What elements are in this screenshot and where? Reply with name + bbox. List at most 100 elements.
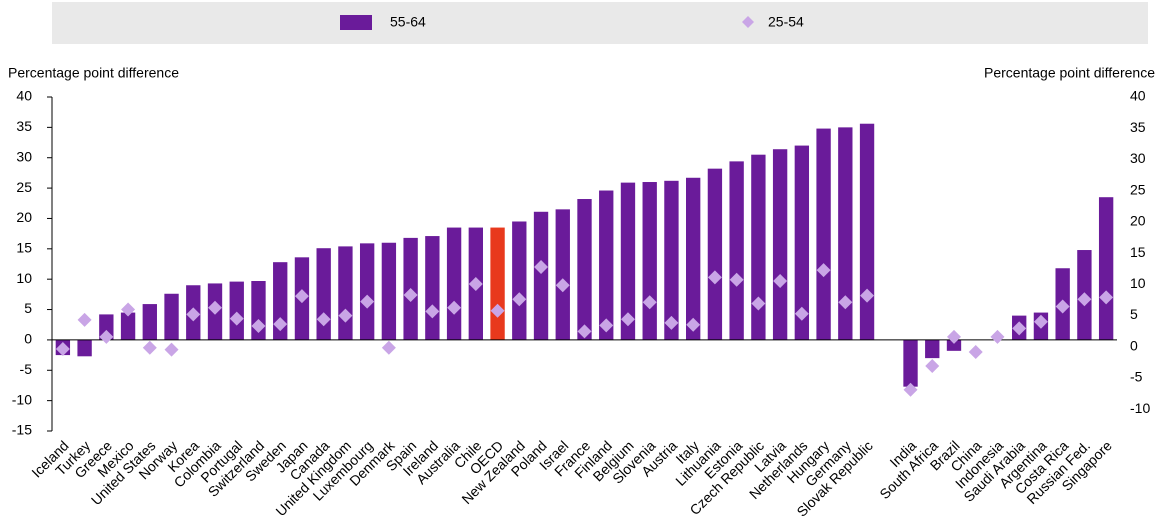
diamond-marker — [229, 311, 244, 326]
y2-tick-label: 10 — [1130, 275, 1146, 291]
legend-swatch — [742, 16, 754, 28]
bar — [707, 168, 723, 340]
y2-tick-label: 20 — [1130, 213, 1146, 229]
bar — [664, 180, 679, 340]
bar — [859, 123, 875, 340]
y-tick-label: 10 — [16, 270, 32, 286]
diamond-marker — [946, 329, 961, 344]
diamond-marker — [447, 300, 462, 315]
diamond-marker — [77, 312, 92, 327]
diamond-marker — [751, 296, 766, 311]
diamond-marker — [251, 318, 266, 333]
bar — [381, 242, 397, 340]
diamond-marker — [707, 270, 722, 285]
y-tick-label: 0 — [24, 331, 32, 347]
bar — [142, 304, 157, 340]
y-tick-label: 25 — [16, 179, 32, 195]
diamond-marker — [186, 307, 201, 322]
bar — [620, 182, 636, 340]
diamond-marker — [316, 312, 331, 327]
legend-label: 25-54 — [768, 14, 804, 30]
diamond-marker — [425, 304, 440, 319]
diamond-marker — [664, 315, 679, 330]
bar — [77, 339, 92, 357]
bar — [642, 182, 657, 340]
diamond-marker — [1012, 321, 1027, 336]
diamond-marker — [1055, 299, 1070, 314]
bar — [794, 145, 810, 340]
bar — [425, 236, 440, 340]
diamond-marker — [729, 272, 744, 287]
diamond-marker — [925, 359, 940, 374]
diamond-marker — [990, 329, 1005, 344]
bar — [1098, 197, 1114, 340]
legend-label: 55-64 — [390, 14, 426, 30]
diamond-marker — [164, 342, 179, 357]
bar — [164, 293, 179, 340]
y-tick-label: -15 — [12, 422, 32, 438]
diamond-marker — [620, 312, 635, 327]
y2-tick-label: 35 — [1130, 119, 1146, 135]
bar — [772, 149, 788, 340]
bar — [751, 154, 766, 340]
diamond-marker — [208, 300, 223, 315]
y2-tick-label: 30 — [1130, 150, 1146, 166]
bar — [686, 177, 701, 340]
y-tick-label: 15 — [16, 240, 32, 256]
diamond-marker — [599, 318, 614, 333]
diamond-marker — [686, 317, 701, 332]
diamond-marker — [1077, 292, 1092, 307]
bar — [533, 211, 549, 340]
diamond-marker — [773, 274, 788, 289]
y2-tick-label: 40 — [1130, 88, 1146, 104]
diamond-marker — [816, 263, 831, 278]
diamond-marker — [1099, 290, 1114, 305]
bar — [338, 246, 353, 340]
bar — [946, 339, 962, 351]
bar — [359, 243, 375, 340]
diamond-marker — [121, 302, 136, 317]
diamond-marker — [468, 277, 483, 292]
bar — [120, 312, 136, 340]
bar — [446, 227, 462, 340]
diamond-marker — [338, 308, 353, 323]
bar — [490, 227, 505, 340]
diamond-marker — [838, 295, 853, 310]
legend-box — [52, 2, 1148, 44]
bar — [816, 128, 831, 340]
diamond-marker — [360, 294, 375, 309]
diamond-marker — [534, 260, 549, 275]
diamond-marker — [294, 289, 309, 304]
bar — [599, 190, 614, 340]
y2-tick-label: -5 — [1130, 369, 1143, 385]
y2-tick-label: 0 — [1130, 337, 1138, 353]
y-tick-label: 30 — [16, 148, 32, 164]
diamond-marker — [381, 340, 396, 355]
diamond-marker — [577, 324, 592, 339]
y-tick-label: -5 — [20, 361, 33, 377]
diamond-marker — [273, 317, 288, 332]
bar — [925, 339, 940, 359]
y-tick-label: 35 — [16, 118, 32, 134]
y-tick-label: 20 — [16, 209, 32, 225]
bar — [555, 209, 570, 340]
bar — [838, 127, 853, 340]
diamond-marker — [512, 292, 527, 307]
bar — [577, 199, 592, 340]
diamond-marker — [142, 340, 157, 355]
diamond-marker — [860, 288, 875, 303]
diamond-marker — [642, 295, 657, 310]
y2-tick-label: -10 — [1130, 400, 1150, 416]
y2-axis-label: Percentage point difference — [984, 65, 1155, 81]
bar — [273, 262, 288, 340]
diamond-marker — [99, 329, 114, 344]
y-tick-label: 5 — [24, 300, 32, 316]
bar — [729, 161, 744, 340]
diamond-marker — [903, 382, 918, 397]
y2-tick-label: 25 — [1130, 181, 1146, 197]
diamond-marker — [1033, 314, 1048, 329]
bar — [512, 221, 527, 340]
bar — [229, 281, 244, 340]
diamond-marker — [403, 287, 418, 302]
